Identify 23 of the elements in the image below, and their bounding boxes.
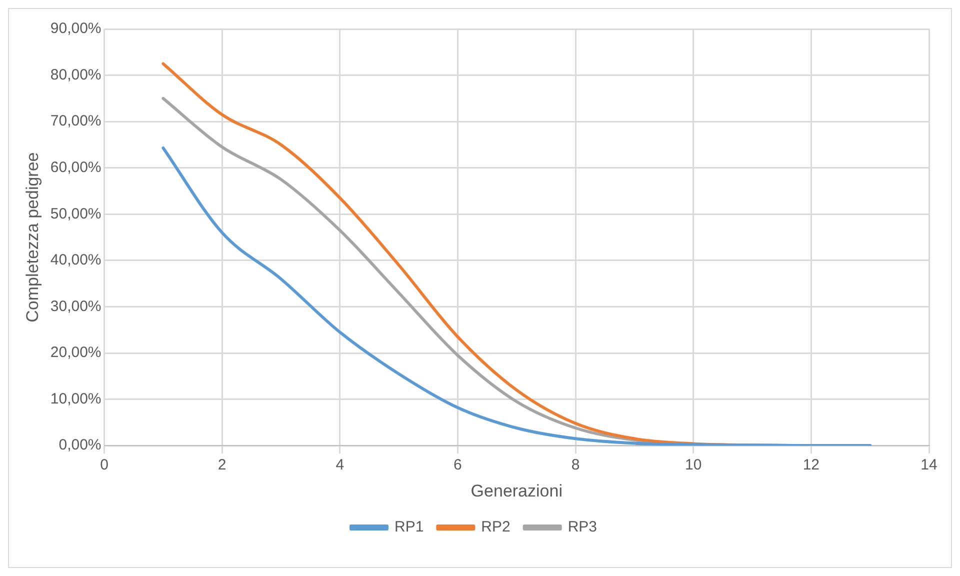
y-tick-label: 10,00% <box>50 390 102 408</box>
x-tick-label: 14 <box>920 456 938 474</box>
x-tick-label: 4 <box>336 456 344 474</box>
x-tick-label: 10 <box>685 456 702 474</box>
y-tick-label: 90,00% <box>50 20 102 38</box>
y-axis-title: Completezza pedigree <box>22 152 42 322</box>
y-tick-label: 70,00% <box>50 112 102 130</box>
y-tick-label: 60,00% <box>50 159 102 176</box>
legend-label: RP1 <box>394 518 424 536</box>
x-axis-title: Generazioni <box>470 481 562 500</box>
x-tick-label: 12 <box>802 456 820 474</box>
legend-label: RP3 <box>568 518 598 536</box>
legend-label: RP2 <box>481 518 510 536</box>
y-tick-label: 20,00% <box>50 344 102 362</box>
y-tick-label: 80,00% <box>50 66 102 84</box>
x-tick-label: 0 <box>100 456 108 474</box>
x-tick-label: 6 <box>454 456 462 474</box>
x-tick-label: 2 <box>218 456 226 474</box>
y-tick-label: 0,00% <box>58 436 102 454</box>
x-tick-label: 8 <box>571 456 580 474</box>
y-tick-label: 40,00% <box>50 252 102 269</box>
y-tick-label: 30,00% <box>50 298 102 315</box>
y-tick-label: 50,00% <box>50 205 102 222</box>
